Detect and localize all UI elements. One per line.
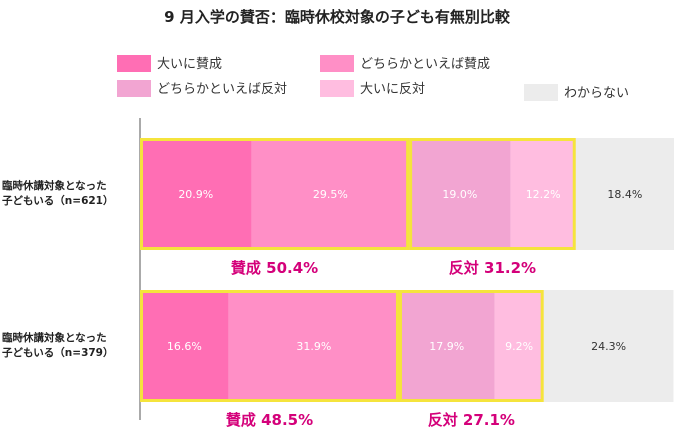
bar-segment-1-2 xyxy=(398,290,495,402)
legend-swatch-4 xyxy=(524,84,558,101)
legend-swatch-0 xyxy=(117,55,151,72)
bar-value-label-0-1: 29.5% xyxy=(313,188,348,201)
bar-value-label-0-0: 20.9% xyxy=(178,188,213,201)
legend-swatch-3 xyxy=(320,80,354,97)
bar-segment-0-1 xyxy=(251,138,410,250)
bar-segment-0-2 xyxy=(409,138,511,250)
bar-value-label-1-0: 16.6% xyxy=(167,340,202,353)
group-outline-0-1 xyxy=(409,138,576,250)
category-label-line-1-1: 子どもいる（n=379） xyxy=(2,346,113,359)
category-label-0: 臨時休講対象となった子どもいる（n=621） xyxy=(2,179,113,207)
bar-segment-1-0 xyxy=(140,290,229,402)
group-total-label-1-0: 賛成 48.5% xyxy=(226,411,313,429)
bar-segment-0-4 xyxy=(575,138,674,250)
bar-value-label-0-4: 18.4% xyxy=(607,188,642,201)
bar-value-label-1-2: 17.9% xyxy=(429,340,464,353)
chart-title: 9 月入学の賛否：臨時休校対象の子ども有無別比較 xyxy=(164,8,511,26)
group-outline-1-0 xyxy=(140,290,399,402)
legend-swatch-2 xyxy=(117,80,151,97)
legend-label-0: 大いに賛成 xyxy=(157,57,222,72)
bar-segment-1-4 xyxy=(543,290,674,402)
legend-label-3: 大いに反対 xyxy=(360,82,425,97)
category-label-line-0-1: 子どもいる（n=621） xyxy=(2,194,113,207)
legend-swatch-1 xyxy=(320,55,354,72)
legend-label-1: どちらかといえば賛成 xyxy=(360,57,490,72)
bar-value-label-1-4: 24.3% xyxy=(591,340,626,353)
bar-segment-0-0 xyxy=(140,138,252,250)
legend-label-4: わからない xyxy=(564,86,629,101)
bar-value-label-0-3: 12.2% xyxy=(526,188,561,201)
bar-value-label-1-1: 31.9% xyxy=(296,340,331,353)
group-outline-0-0 xyxy=(140,138,410,250)
category-label-line-0-0: 臨時休講対象となった xyxy=(2,179,107,192)
group-outline-1-1 xyxy=(398,290,544,402)
group-total-label-0-0: 賛成 50.4% xyxy=(231,259,318,277)
bar-segment-1-3 xyxy=(494,290,544,402)
category-label-line-1-0: 臨時休講対象となった xyxy=(2,331,107,344)
category-label-1: 臨時休講対象となった子どもいる（n=379） xyxy=(2,331,113,359)
bar-value-label-1-3: 9.2% xyxy=(505,340,533,353)
bar-segment-1-1 xyxy=(228,290,399,402)
group-total-label-1-1: 反対 27.1% xyxy=(428,411,515,429)
legend-label-2: どちらかといえば反対 xyxy=(157,82,287,97)
group-total-label-0-1: 反対 31.2% xyxy=(449,259,536,277)
bar-segment-0-3 xyxy=(510,138,576,250)
bar-value-label-0-2: 19.0% xyxy=(442,188,477,201)
plot-area: 臨時休講対象となった子どもいる（n=621） 20.9% 29.5% 19.0% 12.… xyxy=(2,118,674,429)
